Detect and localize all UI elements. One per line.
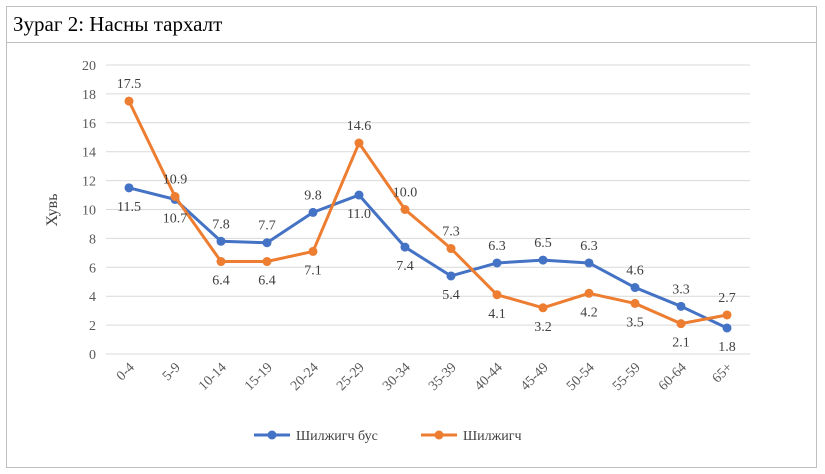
data-point [308,246,318,256]
title-row: Зураг 2: Насны тархалт [7,7,816,43]
legend-swatch-marker [434,430,444,440]
y-axis-ticks: 0 2 4 6 8 10 12 14 16 18 20 [82,59,96,363]
x-tick-label: 55-59 [610,360,644,394]
data-point [354,190,364,200]
data-label: 3.3 [672,282,690,297]
legend-swatch-marker [267,430,277,440]
data-label: 6.4 [258,274,276,289]
data-point [124,96,134,106]
data-labels: 11.5 10.7 7.8 7.7 9.8 11.0 7.4 5.4 6.3 6.5 6.3 4.6 3… [117,77,736,355]
data-point [354,138,364,148]
figure-title: Зураг 2: Насны тархалт [13,12,223,36]
data-point [722,323,732,333]
data-label: 3.2 [534,320,552,335]
series-group [124,96,732,333]
y-tick-label: 6 [89,261,96,276]
y-tick-label: 18 [82,88,96,103]
data-label: 17.5 [117,77,142,92]
data-label: 10.9 [163,172,188,187]
data-point [400,205,410,214]
data-label: 9.8 [304,188,322,203]
data-label: 11.5 [117,200,141,215]
data-point [308,207,318,217]
data-point [630,298,640,308]
y-tick-label: 4 [89,290,96,305]
data-point [676,319,686,329]
legend-label: Шилжигч [463,429,522,444]
x-tick-label: 5-9 [160,360,184,384]
y-tick-label: 14 [82,146,96,161]
data-label: 7.4 [396,259,414,274]
legend: Шилжигч бус Шилжигч [254,429,522,444]
y-tick-label: 2 [89,319,96,334]
x-tick-label: 40-44 [472,360,506,394]
data-label: 10.7 [163,211,188,226]
data-point [262,238,272,248]
data-point [446,244,456,254]
data-point [492,290,502,300]
x-tick-label: 15-19 [242,360,276,394]
data-point [538,303,548,313]
data-label: 6.3 [580,239,598,254]
data-label: 5.4 [442,288,460,303]
x-tick-label: 0-4 [114,360,138,384]
data-label: 4.6 [626,264,644,279]
y-tick-label: 12 [82,175,96,190]
y-tick-label: 16 [82,117,96,132]
data-point [262,257,272,267]
data-label: 2.7 [718,291,736,306]
x-tick-label: 60-64 [656,360,690,394]
data-point [722,310,732,320]
data-label: 6.5 [534,236,552,251]
legend-label: Шилжигч бус [296,429,378,444]
data-label: 10.0 [393,186,418,201]
x-tick-label: 30-34 [380,360,414,394]
data-label: 7.3 [442,225,460,240]
x-tick-label: 45-49 [518,360,552,394]
data-point [630,283,640,293]
y-tick-label: 8 [89,232,96,247]
x-tick-label: 25-29 [334,360,368,394]
series-line-1 [127,99,729,326]
data-point [492,258,502,268]
data-label: 6.4 [212,274,230,289]
data-point [446,271,456,281]
data-point [400,242,410,252]
y-axis-label: Хувь [44,194,61,227]
grid-lines [106,64,750,355]
data-label: 7.8 [212,217,230,232]
data-point [216,257,226,267]
data-point [216,236,226,246]
data-point [584,288,594,298]
y-tick-label: 20 [82,59,96,74]
data-point [676,301,686,311]
data-point [584,258,594,268]
data-label: 11.0 [347,207,371,222]
data-label: 14.6 [347,119,372,134]
data-point [538,255,548,265]
data-label: 7.7 [258,219,276,234]
data-label: 6.3 [488,239,506,254]
series-line-0 [127,186,729,330]
data-label: 1.8 [718,340,736,355]
x-axis-ticks: 0-4 5-9 10-14 15-19 20-24 25-29 30-34 35-39 40-4… [114,360,736,394]
x-tick-label: 10-14 [196,360,230,394]
data-label: 3.5 [626,315,644,330]
x-tick-label: 50-54 [564,360,598,394]
data-label: 4.2 [580,305,598,320]
x-tick-label: 35-39 [426,360,460,394]
data-label: 7.1 [304,263,322,278]
x-tick-label: 20-24 [288,360,322,394]
x-tick-label: 65+ [710,360,736,386]
figure-frame: Зураг 2: Насны тархалт [6,6,817,468]
data-label: 4.1 [488,307,506,322]
y-tick-label: 0 [89,348,96,363]
y-tick-label: 10 [82,204,96,219]
data-point [170,191,180,201]
data-point [124,183,134,193]
data-label: 2.1 [672,336,690,351]
